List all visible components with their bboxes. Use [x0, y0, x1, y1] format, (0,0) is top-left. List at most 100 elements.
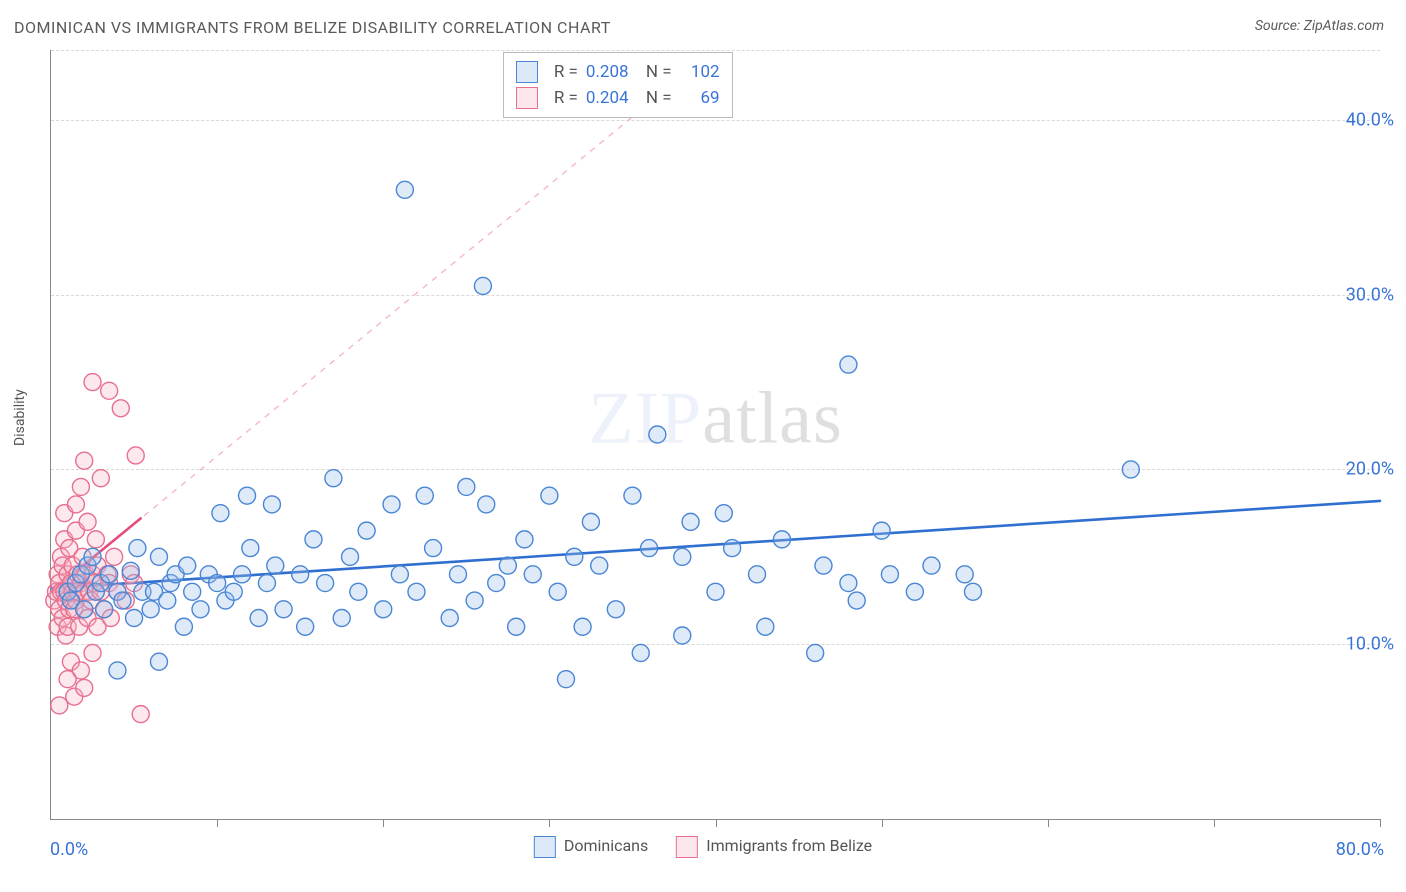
- point-dominicans: [557, 671, 574, 688]
- point-dominicans: [84, 548, 101, 565]
- point-dominicans: [179, 557, 196, 574]
- point-dominicans: [425, 540, 442, 557]
- point-dominicans: [109, 662, 126, 679]
- point-dominicans: [192, 601, 209, 618]
- point-dominicans: [396, 181, 413, 198]
- point-dominicans: [807, 644, 824, 661]
- point-dominicans: [416, 487, 433, 504]
- x-axis-min-label: 0.0%: [50, 839, 88, 860]
- point-dominicans: [150, 653, 167, 670]
- point-dominicans: [499, 557, 516, 574]
- point-dominicans: [458, 478, 475, 495]
- point-dominicans: [408, 583, 425, 600]
- point-dominicans: [129, 540, 146, 557]
- point-dominicans: [441, 610, 458, 627]
- point-dominicans: [815, 557, 832, 574]
- point-dominicans: [225, 583, 242, 600]
- point-dominicans: [674, 548, 691, 565]
- point-dominicans: [881, 566, 898, 583]
- swatch-belize: [516, 87, 538, 109]
- point-belize: [92, 470, 109, 487]
- source-prefix: Source:: [1255, 18, 1304, 34]
- point-dominicans: [184, 583, 201, 600]
- point-dominicans: [964, 583, 981, 600]
- source-name: ZipAtlas.com: [1304, 18, 1384, 34]
- point-dominicans: [450, 566, 467, 583]
- point-dominicans: [209, 575, 226, 592]
- point-dominicans: [305, 531, 322, 548]
- x-axis-max-label: 80.0%: [1336, 839, 1384, 860]
- point-dominicans: [317, 575, 334, 592]
- point-dominicans: [250, 610, 267, 627]
- point-dominicans: [267, 557, 284, 574]
- point-belize: [79, 513, 96, 530]
- point-dominicans: [840, 356, 857, 373]
- point-dominicans: [549, 583, 566, 600]
- point-belize: [76, 452, 93, 469]
- x-tick: [1048, 819, 1049, 827]
- legend-item-belize: Immigrants from Belize: [676, 836, 872, 858]
- n-label: N =: [646, 85, 672, 111]
- n-value-dominicans: 102: [680, 59, 720, 85]
- stats-row-dominicans: R = 0.208 N = 102: [516, 59, 720, 85]
- point-dominicans: [524, 566, 541, 583]
- point-dominicans: [649, 426, 666, 443]
- legend-label-belize: Immigrants from Belize: [706, 836, 872, 855]
- point-dominicans: [682, 513, 699, 530]
- point-dominicans: [212, 505, 229, 522]
- point-belize: [106, 548, 123, 565]
- r-value-dominicans: 0.208: [586, 59, 638, 85]
- chart-title: DOMINICAN VS IMMIGRANTS FROM BELIZE DISA…: [14, 18, 611, 37]
- scatter-svg: [51, 50, 1380, 819]
- point-dominicans: [773, 531, 790, 548]
- point-dominicans: [358, 522, 375, 539]
- point-dominicans: [541, 487, 558, 504]
- n-label: N =: [646, 59, 672, 85]
- point-dominicans: [516, 531, 533, 548]
- x-tick: [549, 819, 550, 827]
- stats-legend: R = 0.208 N = 102 R = 0.204 N = 69: [503, 52, 733, 118]
- point-dominicans: [114, 592, 131, 609]
- r-label: R =: [554, 59, 578, 85]
- x-tick: [383, 819, 384, 827]
- point-dominicans: [126, 610, 143, 627]
- source-attribution: Source: ZipAtlas.com: [1255, 18, 1384, 34]
- point-belize: [72, 478, 89, 495]
- point-dominicans: [258, 575, 275, 592]
- x-tick: [217, 819, 218, 827]
- point-dominicans: [478, 496, 495, 513]
- point-dominicans: [873, 522, 890, 539]
- point-dominicans: [632, 644, 649, 661]
- legend-label-dominicans: Dominicans: [564, 836, 648, 855]
- stats-row-belize: R = 0.204 N = 69: [516, 85, 720, 111]
- r-label: R =: [554, 85, 578, 111]
- point-dominicans: [333, 610, 350, 627]
- point-dominicans: [674, 627, 691, 644]
- point-dominicans: [175, 618, 192, 635]
- n-value-belize: 69: [680, 85, 720, 111]
- point-dominicans: [325, 470, 342, 487]
- point-dominicans: [474, 277, 491, 294]
- point-belize: [76, 679, 93, 696]
- point-belize: [51, 697, 68, 714]
- point-dominicans: [757, 618, 774, 635]
- point-dominicans: [715, 505, 732, 522]
- point-dominicans: [574, 618, 591, 635]
- point-dominicans: [101, 566, 118, 583]
- point-dominicans: [591, 557, 608, 574]
- x-tick: [1380, 819, 1381, 827]
- x-tick: [716, 819, 717, 827]
- point-dominicans: [350, 583, 367, 600]
- point-dominicans: [239, 487, 256, 504]
- point-dominicans: [342, 548, 359, 565]
- point-belize: [59, 671, 76, 688]
- point-dominicans: [707, 583, 724, 600]
- legend-bottom: Dominicans Immigrants from Belize: [534, 836, 872, 858]
- r-value-belize: 0.204: [586, 85, 638, 111]
- x-tick: [1214, 819, 1215, 827]
- legend-swatch-dominicans: [534, 836, 556, 858]
- point-dominicans: [76, 601, 93, 618]
- point-dominicans: [488, 575, 505, 592]
- plot-area: ZIPatlas R =0.208N =102R =0.204N =69: [50, 50, 1380, 820]
- point-dominicans: [96, 601, 113, 618]
